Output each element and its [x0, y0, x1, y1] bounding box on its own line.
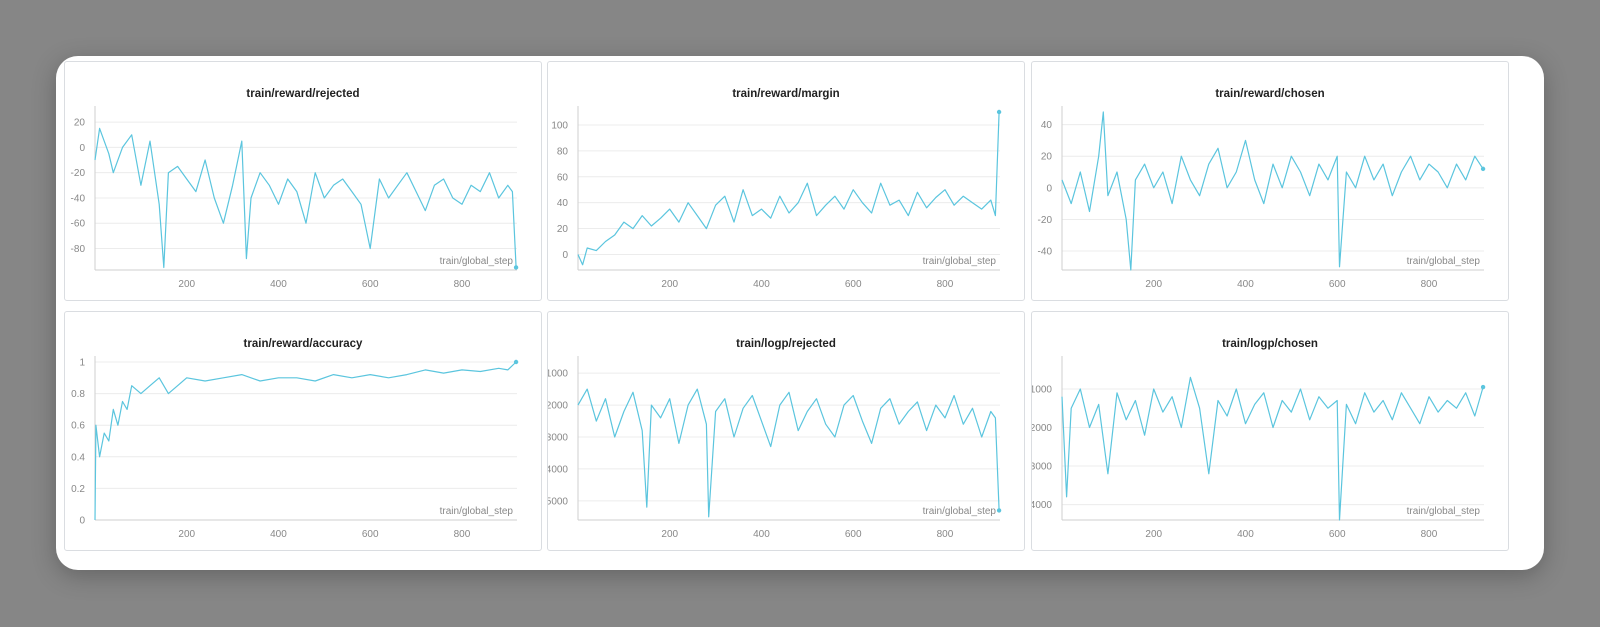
y-tick-label: 100: [551, 120, 568, 131]
y-tick-label: -1000: [1032, 384, 1052, 395]
x-tick-label: 600: [845, 529, 862, 540]
x-tick-label: 800: [454, 529, 471, 540]
y-tick-label: -3000: [548, 433, 568, 444]
chart-panel-5[interactable]: -1000 -2000 -3000 -4000 200 400 600 800 train/gl…: [1031, 311, 1509, 551]
x-tick-label: 200: [1145, 279, 1162, 290]
chart-title: train/reward/margin: [732, 88, 840, 100]
series-line: [577, 388, 1000, 518]
x-tick-label: 800: [937, 279, 954, 290]
series-end-point: [1480, 166, 1486, 172]
x-tick-label: 400: [270, 529, 287, 540]
chart-title: train/logp/rejected: [736, 338, 836, 350]
series-end-point: [513, 265, 519, 270]
chart-panel-3[interactable]: 1 0.8 0.6 0.4 0.2 0 200 400 600 800 train/global_s…: [64, 311, 542, 551]
x-tick-label: 200: [1145, 529, 1162, 540]
y-tick-label: 0.4: [71, 452, 85, 463]
x-axis-label: train/global_step: [440, 506, 514, 517]
series-line: [1061, 111, 1484, 271]
x-tick-label: 600: [362, 279, 379, 290]
y-tick-label: -2000: [548, 401, 568, 412]
chart-svg: -1000 -2000 -3000 -4000 -5000 200 400 600 800 tra…: [548, 356, 1002, 540]
x-axis-label: train/global_step: [1407, 506, 1481, 517]
y-tick-label: 0.6: [71, 421, 85, 432]
y-tick-label: 1: [79, 358, 85, 369]
x-tick-label: 400: [753, 529, 770, 540]
x-tick-label: 400: [1237, 279, 1254, 290]
y-tick-label: 20: [74, 118, 86, 129]
x-tick-label: 800: [1421, 529, 1438, 540]
chart-title: train/logp/chosen: [1222, 338, 1318, 350]
y-tick-label: -4000: [1032, 500, 1052, 511]
x-tick-label: 600: [1329, 279, 1346, 290]
x-tick-label: 400: [270, 279, 287, 290]
chart-title: train/reward/accuracy: [243, 338, 363, 350]
y-tick-label: 20: [557, 224, 569, 235]
y-tick-label: -5000: [548, 496, 568, 507]
series-end-point: [513, 359, 519, 365]
y-tick-label: 0: [1046, 183, 1052, 194]
chart-panel-0[interactable]: 20 0 -20 -40 -60 -80 200 400 600 800 train/global_…: [64, 61, 542, 301]
x-tick-label: 800: [454, 279, 471, 290]
y-tick-label: 20: [1041, 152, 1053, 163]
x-tick-label: 400: [753, 279, 770, 290]
x-tick-label: 200: [178, 529, 195, 540]
x-tick-label: 800: [937, 529, 954, 540]
chart-panel-1[interactable]: 100 80 60 40 20 0 200 400 600 800 train/global_ste…: [547, 61, 1025, 301]
x-axis-label: train/global_step: [1407, 256, 1481, 267]
y-tick-label: -80: [71, 244, 86, 255]
y-tick-label: -20: [71, 168, 86, 179]
y-tick-label: -40: [71, 193, 86, 204]
series-line: [94, 361, 517, 521]
dashboard-card: 20 0 -20 -40 -60 -80 200 400 600 800 train/global_…: [56, 56, 1544, 570]
series-end-point: [1480, 384, 1486, 390]
x-tick-label: 200: [661, 529, 678, 540]
x-axis-label: train/global_step: [923, 506, 997, 517]
y-tick-label: -60: [71, 219, 86, 230]
x-tick-label: 400: [1237, 529, 1254, 540]
y-tick-label: 0: [79, 143, 85, 154]
x-tick-label: 600: [845, 279, 862, 290]
y-tick-label: 0: [562, 250, 568, 261]
x-axis-label: train/global_step: [440, 256, 514, 267]
series-line: [1061, 376, 1484, 521]
series-line: [577, 111, 1000, 266]
y-tick-label: 60: [557, 172, 569, 183]
y-tick-label: -3000: [1032, 462, 1052, 473]
y-tick-label: 0.2: [71, 484, 85, 495]
y-tick-label: -1000: [548, 369, 568, 380]
y-tick-label: 40: [1041, 120, 1053, 131]
x-tick-label: 600: [362, 529, 379, 540]
y-tick-label: 80: [557, 146, 569, 157]
chart-svg: -1000 -2000 -3000 -4000 200 400 600 800 train/gl…: [1032, 356, 1486, 540]
x-tick-label: 800: [1421, 279, 1438, 290]
x-tick-label: 200: [178, 279, 195, 290]
series-end-point: [996, 109, 1002, 115]
chart-title: train/reward/chosen: [1215, 88, 1325, 100]
y-tick-label: 40: [557, 198, 569, 209]
y-tick-label: 0.8: [71, 389, 85, 400]
y-tick-label: -20: [1038, 215, 1053, 226]
y-tick-label: 0: [79, 516, 85, 527]
y-tick-label: -2000: [1032, 423, 1052, 434]
x-tick-label: 600: [1329, 529, 1346, 540]
x-tick-label: 200: [661, 279, 678, 290]
chart-panel-2[interactable]: 40 20 0 -20 -40 200 400 600 800 train/global_step…: [1031, 61, 1509, 301]
y-tick-label: -40: [1038, 247, 1053, 258]
chart-title: train/reward/rejected: [246, 88, 360, 100]
x-axis-label: train/global_step: [923, 256, 997, 267]
series-end-point: [996, 508, 1002, 513]
chart-panel-4[interactable]: -1000 -2000 -3000 -4000 -5000 200 400 600 800 tra…: [547, 311, 1025, 551]
series-line: [94, 127, 517, 269]
y-tick-label: -4000: [548, 464, 568, 475]
chart-svg: 1 0.8 0.6 0.4 0.2 0 200 400 600 800 train/global_s…: [71, 356, 519, 540]
